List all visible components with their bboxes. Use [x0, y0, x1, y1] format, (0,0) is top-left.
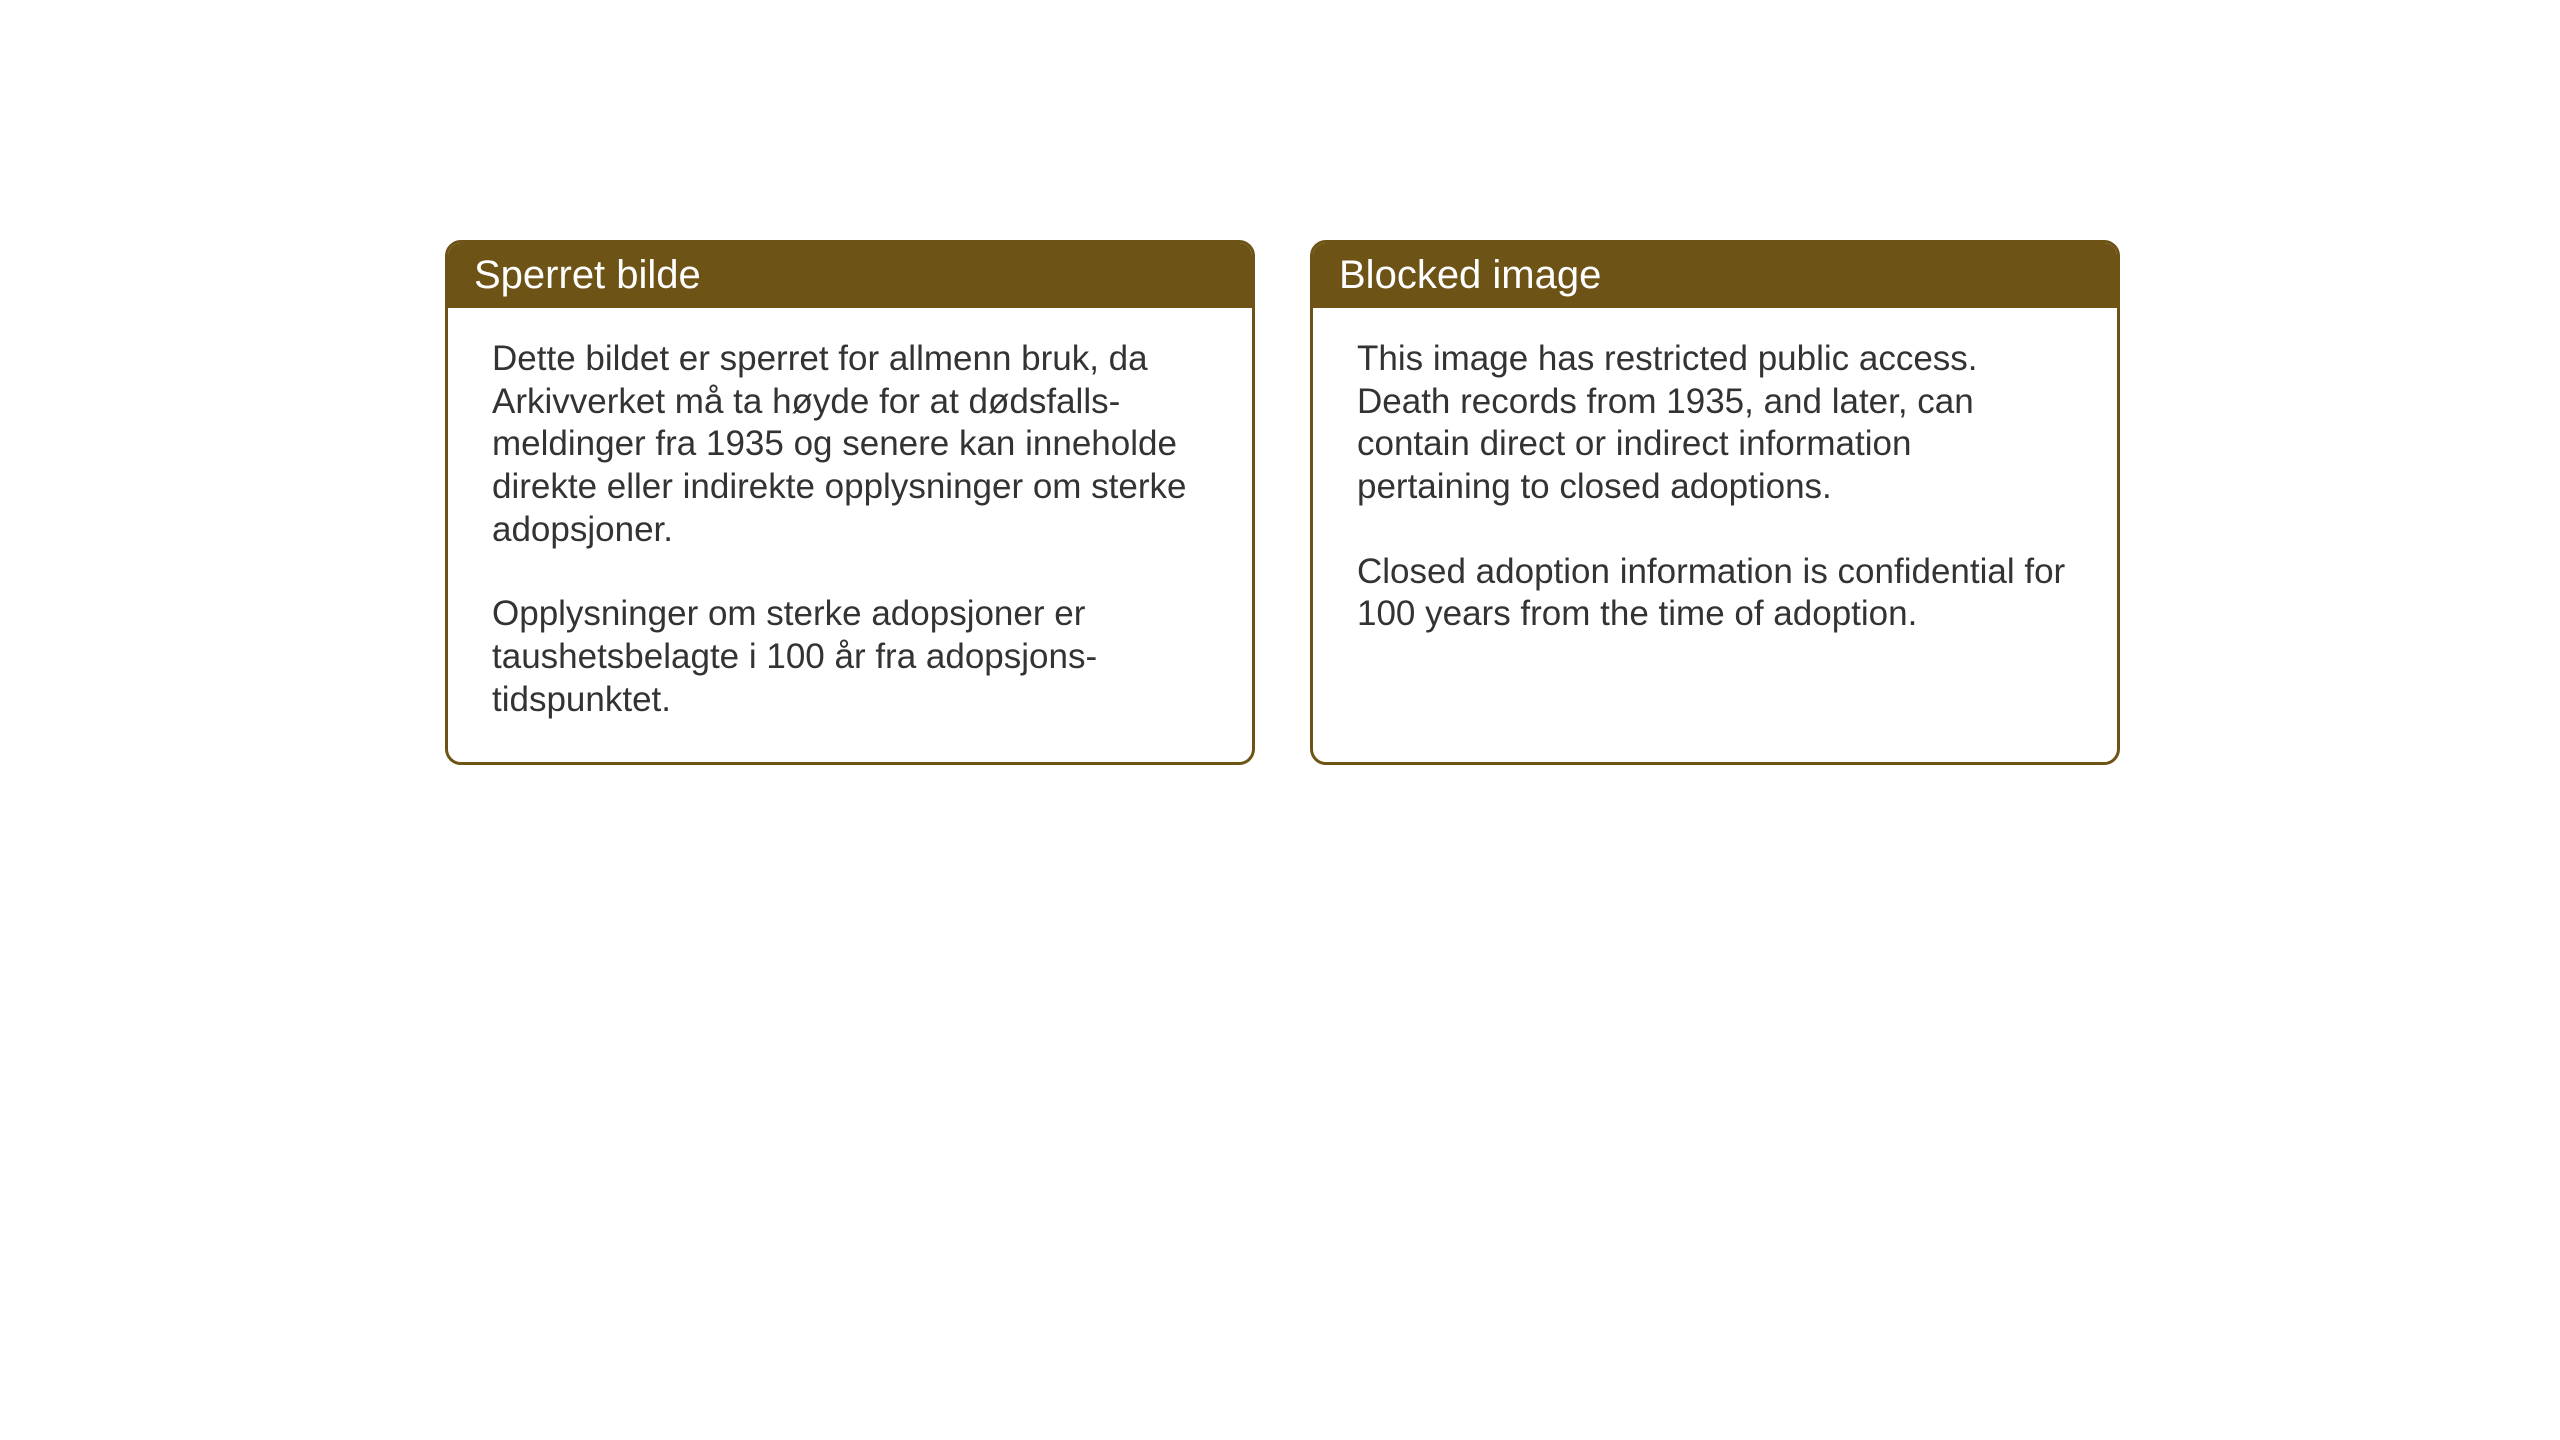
notice-paragraph-1-english: This image has restricted public access.…	[1357, 338, 2073, 509]
notice-paragraph-2-english: Closed adoption information is confident…	[1357, 551, 2073, 636]
notice-box-english: Blocked image This image has restricted …	[1310, 240, 2120, 765]
notice-paragraph-1-norwegian: Dette bildet er sperret for allmenn bruk…	[492, 338, 1208, 551]
notice-title-english: Blocked image	[1339, 253, 1601, 297]
notice-box-norwegian: Sperret bilde Dette bildet er sperret fo…	[445, 240, 1255, 765]
notice-title-norwegian: Sperret bilde	[474, 253, 701, 297]
notice-paragraph-2-norwegian: Opplysninger om sterke adopsjoner er tau…	[492, 593, 1208, 721]
notices-container: Sperret bilde Dette bildet er sperret fo…	[445, 240, 2120, 765]
notice-body-english: This image has restricted public access.…	[1313, 308, 2117, 728]
notice-header-english: Blocked image	[1313, 243, 2117, 308]
notice-body-norwegian: Dette bildet er sperret for allmenn bruk…	[448, 308, 1252, 762]
notice-header-norwegian: Sperret bilde	[448, 243, 1252, 308]
